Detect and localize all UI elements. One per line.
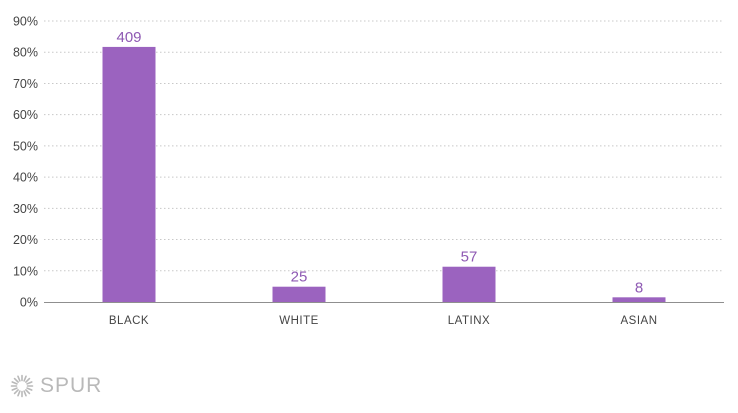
- sunburst-ray: [13, 389, 19, 395]
- sunburst-ray: [11, 381, 18, 385]
- sunburst-ray: [25, 389, 31, 395]
- y-tick-label: 20%: [13, 233, 38, 247]
- logo-text: SPUR: [40, 374, 103, 397]
- sunburst-ray: [17, 390, 21, 397]
- sunburst-ray: [26, 387, 33, 391]
- y-tick-label: 80%: [13, 46, 38, 60]
- y-tick-label: 30%: [13, 202, 38, 216]
- sunburst-ray: [11, 387, 18, 391]
- x-tick-label: ASIAN: [620, 315, 657, 327]
- sunburst-icon: [10, 374, 34, 398]
- sunburst-ray: [17, 375, 21, 382]
- sunburst-ray: [13, 377, 19, 383]
- y-tick-label: 40%: [13, 171, 38, 185]
- data-label: 8: [635, 279, 643, 296]
- data-label: 25: [291, 269, 308, 286]
- sunburst-ray: [26, 381, 33, 385]
- sunburst-ray: [23, 375, 27, 382]
- data-label: 409: [116, 29, 141, 46]
- spur-logo: SPUR: [10, 374, 102, 398]
- bar-latinx: [442, 266, 496, 302]
- bar-black: [102, 46, 156, 302]
- bar-asian: [612, 297, 666, 302]
- x-tick-label: LATINX: [448, 315, 490, 327]
- data-label: 57: [461, 249, 478, 266]
- y-tick-label: 60%: [13, 108, 38, 122]
- y-tick-label: 0%: [20, 296, 38, 310]
- sunburst-ray: [23, 390, 27, 397]
- x-tick-label: WHITE: [279, 315, 319, 327]
- x-tick-label: BLACK: [109, 315, 149, 327]
- y-tick-label: 10%: [13, 264, 38, 278]
- sunburst-ray: [25, 377, 31, 383]
- bar-white: [272, 286, 326, 302]
- y-tick-label: 70%: [13, 77, 38, 91]
- y-tick-label: 50%: [13, 139, 38, 153]
- y-tick-label: 90%: [13, 15, 38, 29]
